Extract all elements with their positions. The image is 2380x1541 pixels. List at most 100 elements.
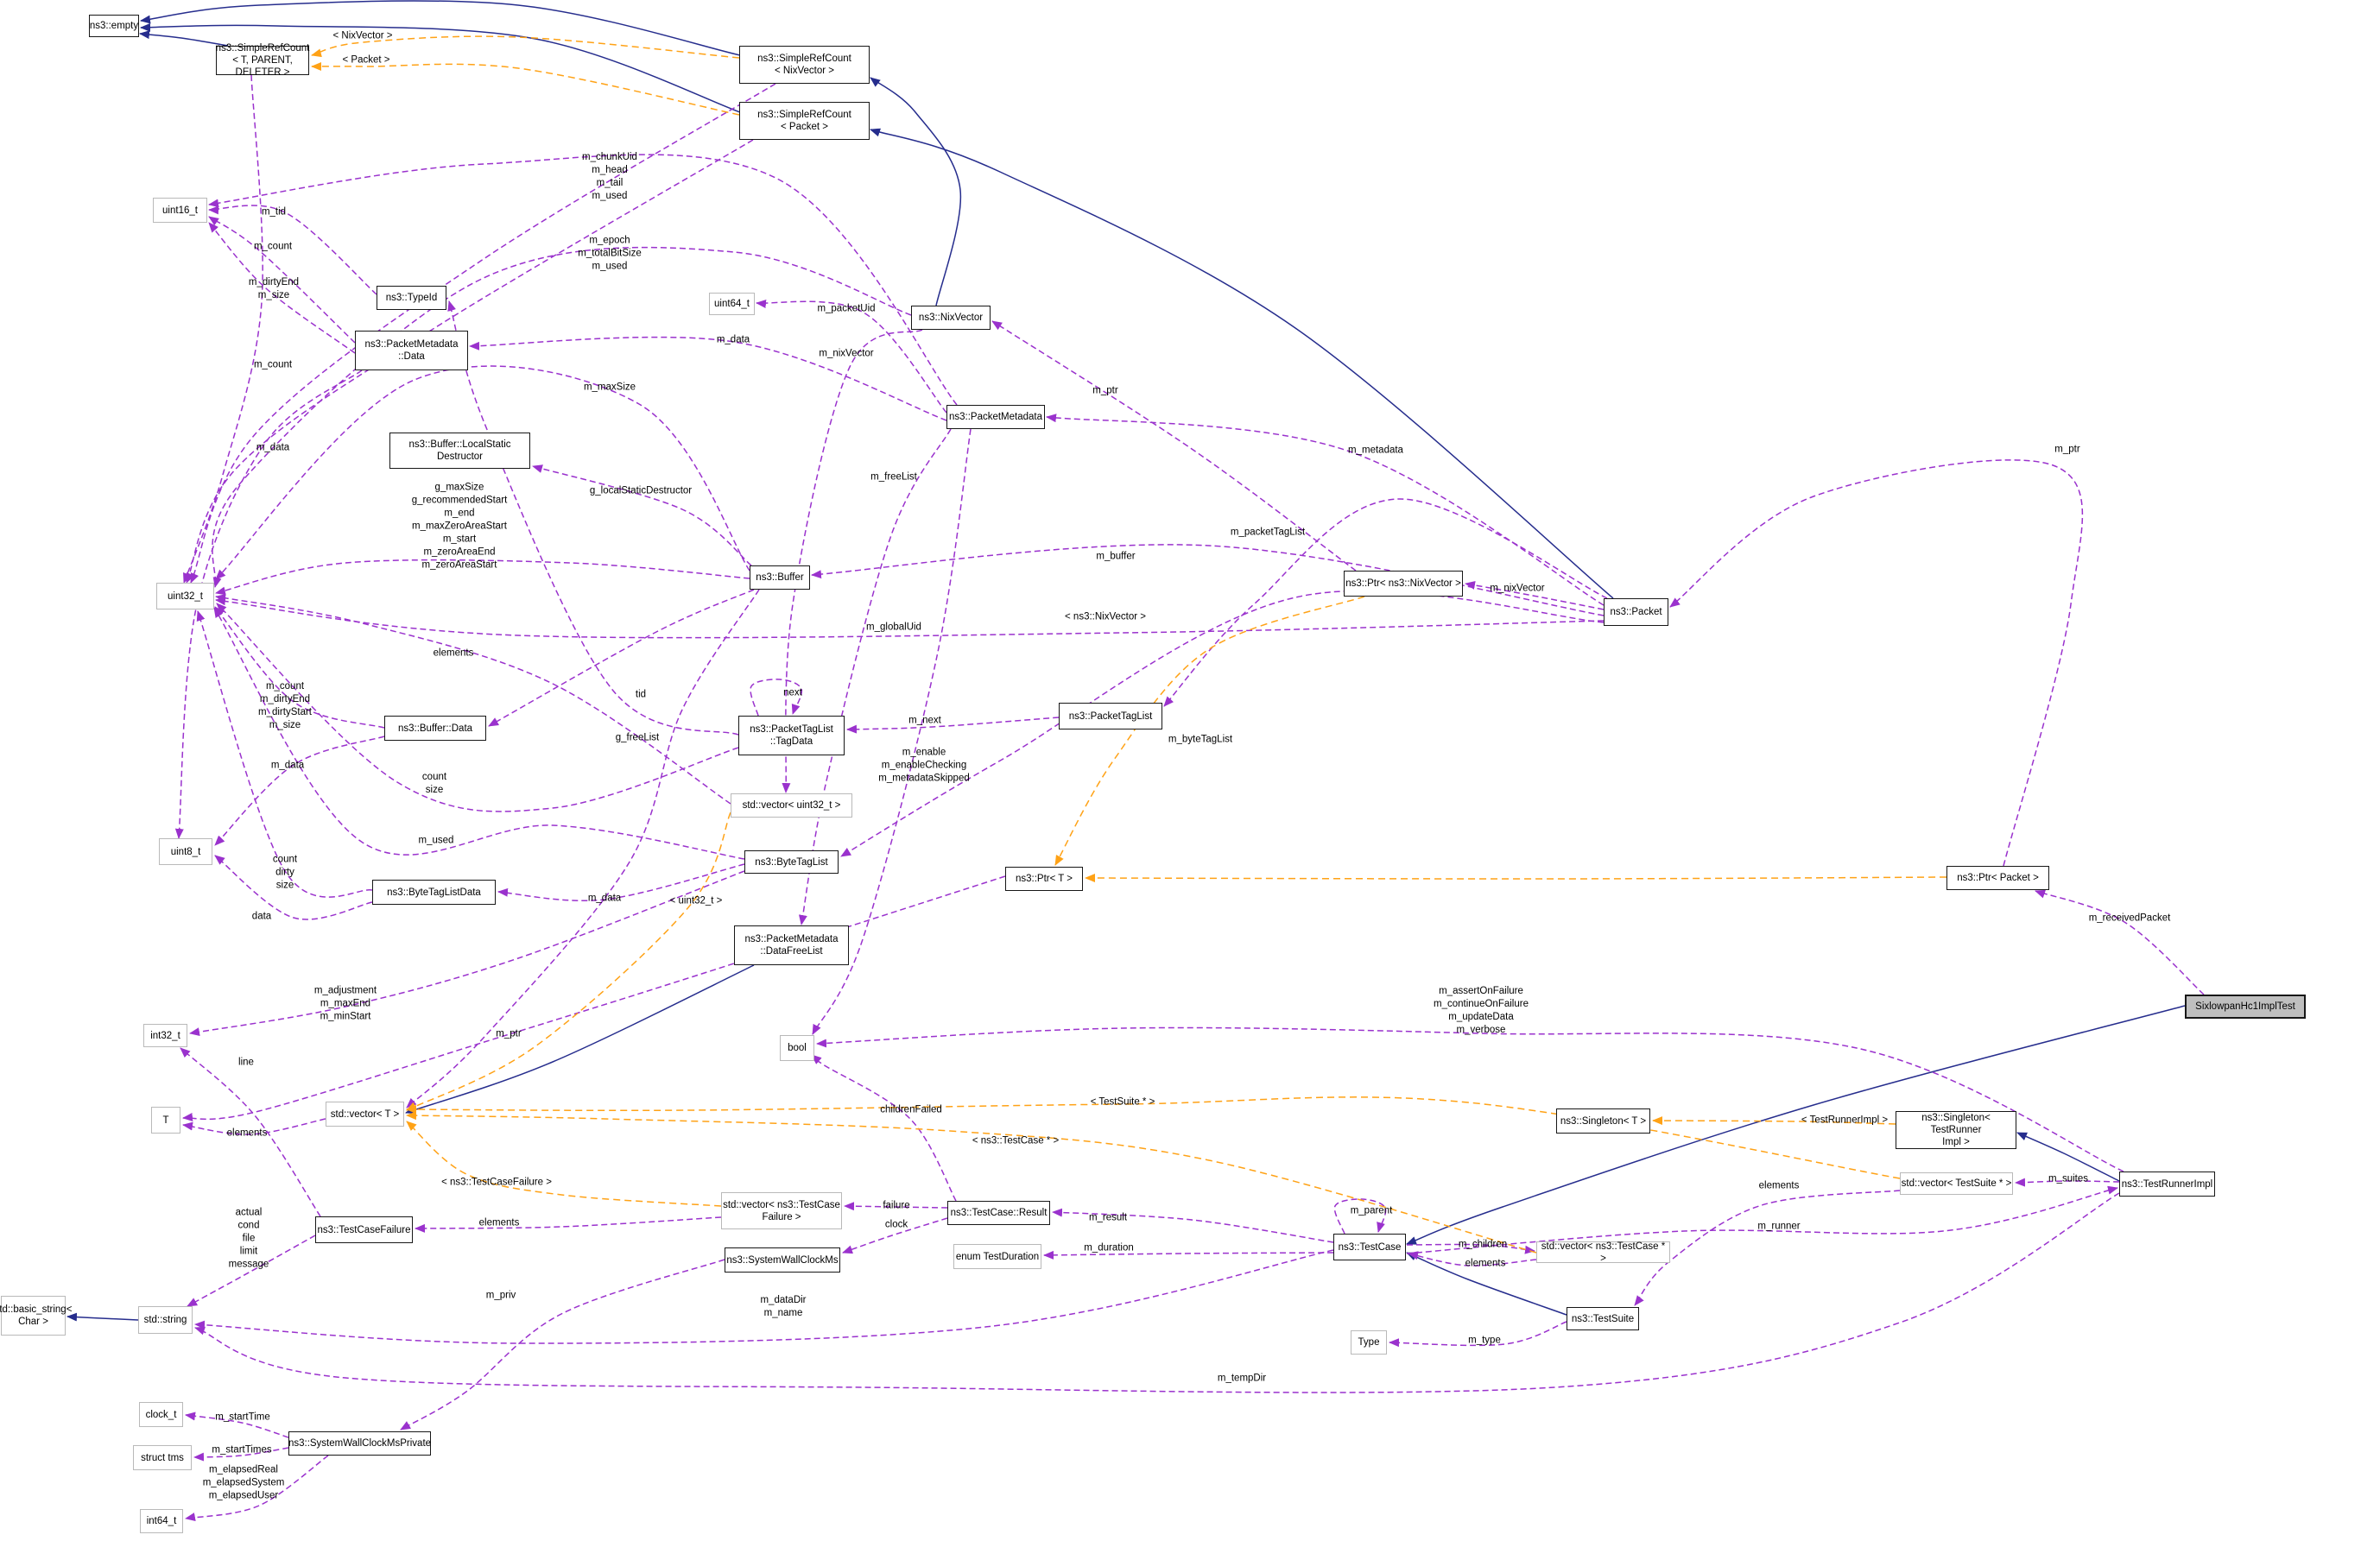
usage-edge — [1406, 1185, 2118, 1254]
class-node-type[interactable]: Type — [1351, 1330, 1387, 1355]
class-node-simplerefnix[interactable]: ns3::SimpleRefCount < NixVector > — [739, 46, 870, 84]
edge-label: m_count — [253, 359, 293, 370]
edge-label: g_localStaticDestructor — [589, 485, 693, 496]
class-node-vect[interactable]: std::vector< T > — [326, 1102, 404, 1127]
class-node-uint16[interactable]: uint16_t — [153, 198, 207, 223]
edge-label: < uint32_t > — [669, 895, 723, 906]
class-node-enumtd[interactable]: enum TestDuration — [953, 1244, 1041, 1269]
usage-edge — [1333, 1198, 1387, 1235]
usage-edge — [1465, 581, 1605, 610]
template-edge — [1652, 1116, 1896, 1126]
class-node-stdstring[interactable]: std::string — [138, 1306, 193, 1334]
class-node-bool[interactable]: bool — [780, 1035, 814, 1061]
class-node-swcm[interactable]: ns3::SystemWallClockMs — [725, 1247, 840, 1273]
usage-edge — [208, 205, 377, 295]
template-edge — [406, 1121, 722, 1207]
edge-label: < TestSuite * > — [1090, 1096, 1155, 1108]
class-node-basicstring[interactable]: std::basic_string< Char > — [0, 1296, 72, 1336]
edge-label: elements — [478, 1217, 520, 1228]
class-node-swcmp[interactable]: ns3::SystemWallClockMsPrivate — [288, 1431, 431, 1456]
usage-edge — [208, 154, 958, 406]
class-node-ptrpacket[interactable]: ns3::Ptr< Packet > — [1946, 866, 2049, 890]
inherit-edge — [140, 0, 741, 56]
class-node-buffer[interactable]: ns3::Buffer — [750, 565, 810, 590]
usage-edge — [2035, 889, 2205, 995]
edge-label: count dirty size — [272, 854, 298, 891]
class-node-dfl[interactable]: ns3::PacketMetadata ::DataFreeList — [734, 925, 849, 965]
usage-edge — [214, 606, 385, 729]
edge-label: m_ptr — [1092, 385, 1118, 396]
class-node-singletontri[interactable]: ns3::Singleton< TestRunner Impl > — [1896, 1111, 2016, 1149]
usage-edge — [189, 870, 745, 1037]
class-node-testsuite[interactable]: ns3::TestSuite — [1567, 1307, 1639, 1330]
edge-label: m_parent — [1350, 1205, 1393, 1216]
edge-label: m_tid — [261, 206, 287, 218]
edge-label: m_used — [418, 835, 454, 846]
class-node-int64[interactable]: int64_t — [140, 1509, 183, 1533]
edge-label: m_enable m_enableChecking m_metadataSkip… — [878, 747, 970, 784]
class-node-singletont[interactable]: ns3::Singleton< T > — [1556, 1108, 1650, 1134]
class-node-ptrt[interactable]: ns3::Ptr< T > — [1005, 867, 1083, 891]
usage-edge — [844, 1202, 948, 1211]
class-node-simpleref[interactable]: ns3::SimpleRefCount < T, PARENT, DELETER… — [215, 43, 310, 78]
edge-label: line — [238, 1057, 254, 1068]
inherit-edge — [405, 964, 755, 1115]
usage-edge — [196, 610, 373, 898]
usage-edge — [406, 589, 760, 1108]
class-node-uint8[interactable]: uint8_t — [159, 838, 212, 865]
class-node-testrunner[interactable]: ns3::TestRunnerImpl — [2119, 1172, 2215, 1197]
class-node-pmdata[interactable]: ns3::PacketMetadata ::Data — [355, 331, 468, 370]
class-node-nixvec[interactable]: ns3::NixVector — [911, 306, 991, 330]
class-node-int32[interactable]: int32_t — [143, 1024, 187, 1047]
usage-edge — [1634, 1190, 1901, 1306]
class-node-empty[interactable]: ns3::empty — [89, 15, 139, 37]
usage-edge — [415, 1216, 722, 1233]
class-node-t[interactable]: T — [151, 1107, 180, 1134]
class-node-packet[interactable]: ns3::Packet — [1604, 598, 1668, 626]
class-node-tcfailure[interactable]: ns3::TestCaseFailure — [315, 1216, 413, 1243]
class-node-pmeta[interactable]: ns3::PacketMetadata — [946, 405, 1045, 429]
template-edge — [311, 35, 740, 59]
class-node-ptrnix[interactable]: ns3::Ptr< ns3::NixVector > — [1344, 571, 1463, 597]
class-node-btldata[interactable]: ns3::ByteTagListData — [372, 880, 496, 905]
class-node-typeid[interactable]: ns3::TypeId — [377, 286, 446, 310]
inherit-edge — [139, 30, 229, 47]
class-node-vectcf[interactable]: std::vector< ns3::TestCase Failure > — [721, 1192, 842, 1229]
edge-label: m_byteTagList — [1168, 734, 1233, 745]
usage-edge — [1389, 1321, 1567, 1348]
usage-edge — [213, 607, 745, 860]
class-node-bufdata[interactable]: ns3::Buffer::Data — [384, 716, 486, 741]
class-node-tagdata[interactable]: ns3::PacketTagList ::TagData — [738, 716, 845, 755]
class-node-uint32[interactable]: uint32_t — [156, 583, 214, 609]
edge-label: m_data — [256, 442, 290, 453]
class-node-vecu32[interactable]: std::vector< uint32_t > — [731, 793, 852, 818]
usage-edge — [215, 365, 750, 580]
class-node-vects[interactable]: std::vector< TestSuite * > — [1900, 1172, 2013, 1195]
usage-edge — [216, 603, 739, 812]
inherit-edge — [140, 22, 741, 113]
usage-edge — [488, 589, 755, 727]
edge-label: count size — [421, 772, 447, 795]
class-node-vectc[interactable]: std::vector< ns3::TestCase * > — [1536, 1241, 1670, 1264]
edge-label: m_priv — [485, 1290, 516, 1301]
edge-label: m_suites — [2048, 1173, 2089, 1184]
edge-label: m_type — [1468, 1335, 1501, 1346]
edge-label: m_nixVector — [819, 348, 874, 359]
class-node-btlist[interactable]: ns3::ByteTagList — [744, 850, 839, 874]
edge-label: m_duration — [1084, 1242, 1134, 1254]
class-node-sixlowpan[interactable]: SixlowpanHc1ImplTest — [2185, 995, 2306, 1019]
class-node-structtms[interactable]: struct tms — [133, 1445, 192, 1470]
edge-label: m_freeList — [870, 471, 917, 483]
template-edge — [311, 61, 740, 116]
usage-edge — [846, 717, 1060, 734]
edge-label: m_data — [716, 334, 750, 345]
edge-label: m_epoch m_totalBitSize m_used — [578, 235, 642, 272]
class-node-tcresult[interactable]: ns3::TestCase::Result — [947, 1201, 1050, 1225]
usage-edge — [842, 1217, 948, 1254]
class-node-testcase[interactable]: ns3::TestCase — [1333, 1234, 1406, 1260]
class-node-ptaglist[interactable]: ns3::PacketTagList — [1059, 703, 1162, 729]
class-node-uint64[interactable]: uint64_t — [709, 293, 755, 315]
class-node-simplerefpkt[interactable]: ns3::SimpleRefCount < Packet > — [739, 102, 870, 140]
class-node-localstatic[interactable]: ns3::Buffer::LocalStatic Destructor — [389, 433, 530, 469]
class-node-clockt[interactable]: clock_t — [139, 1402, 183, 1427]
